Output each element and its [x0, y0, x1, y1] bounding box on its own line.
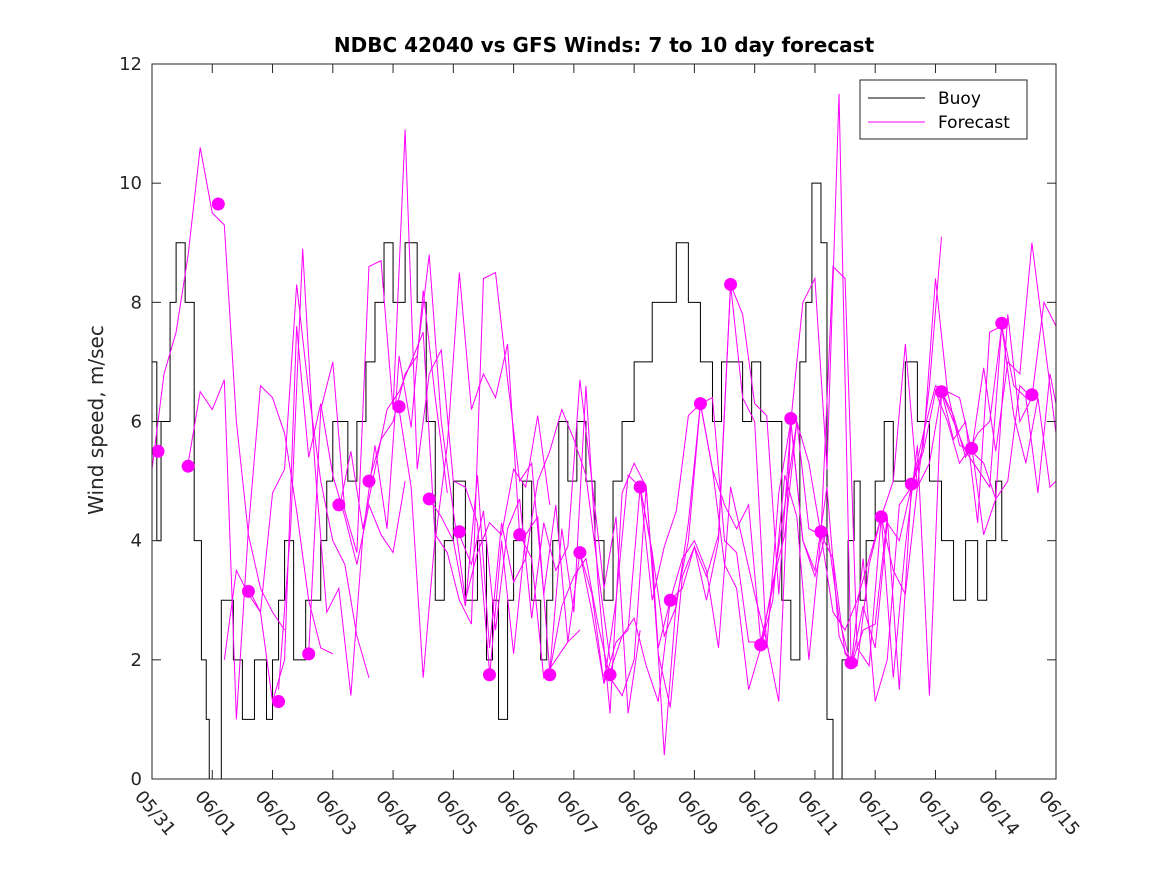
y-tick-label: 4 — [131, 531, 142, 552]
buoy-series-line — [152, 182, 1008, 779]
forecast-marker — [332, 498, 346, 512]
forecast-marker — [784, 412, 798, 426]
forecast-marker — [754, 638, 768, 652]
forecast-marker — [573, 546, 587, 560]
forecast-marker — [302, 647, 316, 661]
forecast-run-line-9 — [428, 408, 611, 660]
forecast-run-line-21 — [790, 278, 973, 702]
forecast-marker — [181, 459, 195, 473]
plot-series-group — [152, 93, 1056, 779]
forecast-marker — [874, 510, 888, 524]
forecast-run-line-1 — [187, 379, 334, 720]
plot-area — [152, 93, 1056, 779]
forecast-marker — [814, 525, 828, 539]
forecast-run-line-8 — [398, 271, 581, 678]
forecast-run-line-16 — [639, 403, 822, 756]
y-tick-label: 10 — [119, 173, 142, 194]
forecast-marker — [1025, 388, 1039, 402]
y-tick-label: 8 — [131, 292, 142, 313]
chart-title: NDBC 42040 vs GFS Winds: 7 to 10 day for… — [334, 33, 875, 57]
forecast-marker — [693, 397, 707, 411]
forecast-run-line-20 — [760, 236, 942, 649]
y-tick-label: 2 — [131, 650, 142, 671]
forecast-marker — [543, 668, 557, 682]
forecast-marker — [724, 277, 738, 291]
forecast-run-line-15 — [609, 284, 792, 702]
y-tick-label: 12 — [119, 54, 142, 75]
forecast-run-line-25 — [910, 242, 1056, 488]
forecast-run-line-18 — [700, 265, 882, 668]
forecast-run-line-3 — [247, 326, 406, 702]
forecast-marker — [633, 480, 647, 494]
forecast-marker — [995, 316, 1009, 330]
forecast-marker — [452, 525, 466, 539]
forecast-marker — [603, 668, 617, 682]
forecast-run-line-24 — [880, 326, 1056, 597]
forecast-run-line-14 — [579, 403, 762, 684]
forecast-marker — [152, 444, 165, 458]
y-tick-label: 0 — [131, 769, 142, 790]
forecast-run-line-13 — [549, 284, 732, 708]
forecast-marker — [241, 584, 255, 598]
legend-box — [859, 79, 1028, 140]
forecast-run-line-5 — [308, 129, 490, 672]
forecast-marker — [362, 474, 376, 488]
forecast-marker — [272, 695, 286, 709]
forecast-marker — [844, 656, 858, 670]
forecast-run-line-10 — [458, 379, 641, 714]
forecast-marker — [904, 477, 918, 491]
forecast-marker — [513, 528, 527, 542]
forecast-marker — [392, 400, 406, 414]
forecast-marker — [934, 385, 948, 399]
forecast-marker — [422, 492, 436, 506]
legend-label-forecast: Forecast — [938, 113, 1010, 133]
legend-label-buoy: Buoy — [938, 89, 981, 109]
y-tick-label: 6 — [131, 412, 142, 433]
forecast-marker — [482, 668, 496, 682]
forecast-run-line-11 — [488, 385, 671, 714]
forecast-marker — [663, 593, 677, 607]
forecast-run-line-27 — [971, 300, 1056, 501]
y-axis-label: Wind speed, m/sec — [84, 325, 108, 515]
legend: Buoy Forecast — [859, 79, 1028, 140]
forecast-marker — [211, 197, 225, 211]
forecast-run-line-17 — [669, 93, 852, 702]
forecast-marker — [965, 441, 979, 455]
forecast-run-line-6 — [338, 272, 521, 541]
